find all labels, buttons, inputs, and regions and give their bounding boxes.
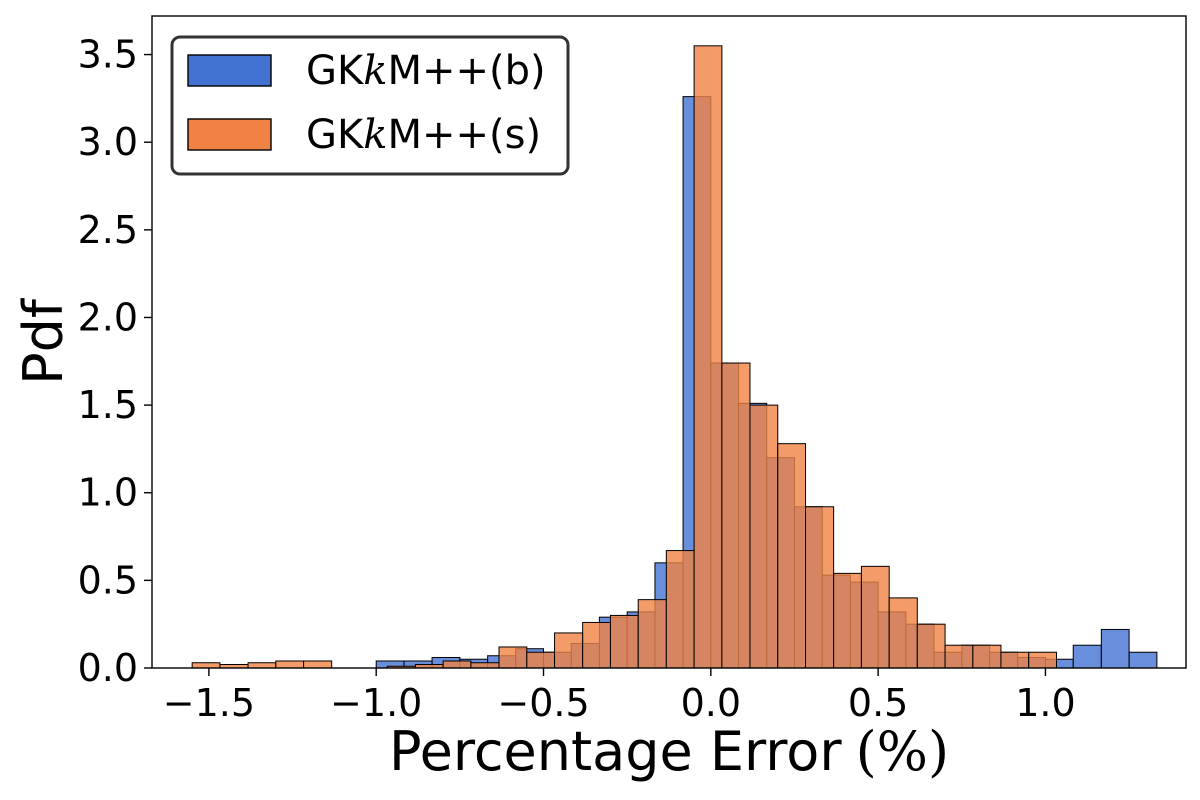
x-tick-label: −1.0: [330, 681, 422, 725]
histogram-bar: [665, 550, 695, 669]
histogram-bar: [526, 651, 556, 669]
y-axis-ticks: 0.0 0.5 1.0 1.5 2.0 2.5 3.0 3.5: [78, 33, 152, 690]
histogram-bar: [972, 644, 1002, 669]
histogram-bar: [637, 599, 667, 669]
bars-layer: [191, 45, 1158, 669]
y-tick-label: 1.5: [78, 383, 138, 427]
legend: GKkM++(b) GKkM++(s): [170, 35, 570, 176]
histogram-bar: [1072, 644, 1102, 669]
y-tick-label: 3.0: [78, 120, 138, 164]
histogram-bar: [554, 632, 584, 669]
histogram-bar: [944, 644, 974, 669]
histogram-bar: [749, 404, 779, 669]
plot-area-frame: [151, 15, 1187, 669]
y-tick-label: 2.5: [78, 208, 138, 252]
histogram-bar: [1028, 651, 1057, 669]
x-axis-ticks: −1.5 −1.0 −0.5 0.0 0.5 1.0: [163, 668, 1076, 725]
y-tick-label: 0.0: [78, 646, 138, 690]
series-s-bars: [191, 45, 1057, 669]
histogram-bar: [498, 646, 528, 669]
y-tick-label: 0.5: [78, 558, 138, 602]
histogram-bar: [275, 660, 305, 669]
histogram-bar: [303, 660, 333, 669]
histogram-bar: [609, 614, 639, 669]
histogram-bar: [442, 660, 472, 669]
histogram-bar: [721, 362, 751, 669]
histogram-bar: [693, 45, 723, 669]
legend-swatch-s: [187, 118, 272, 151]
x-tick-label: −1.5: [163, 681, 255, 725]
histogram-bar: [1100, 628, 1130, 669]
histogram-bar: [916, 623, 946, 669]
histogram-bar: [777, 443, 807, 669]
histogram-bar: [860, 565, 890, 669]
legend-label-s: GKkM++(s): [306, 112, 541, 158]
x-tick-label: 0.0: [681, 681, 741, 725]
x-tick-label: −0.5: [497, 681, 589, 725]
histogram-bar: [833, 572, 862, 669]
x-tick-label: 1.0: [1015, 681, 1075, 725]
legend-entry-s: GKkM++(s): [187, 112, 541, 158]
y-tick-label: 1.0: [78, 471, 138, 515]
y-tick-label: 3.5: [78, 33, 138, 77]
x-tick-label: 0.5: [848, 681, 908, 725]
legend-entry-b: GKkM++(b): [187, 48, 546, 94]
x-axis-label: Percentage Error (%): [389, 720, 949, 783]
legend-swatch-b: [187, 54, 272, 87]
y-axis-label: Pdf: [12, 297, 75, 385]
histogram-bar: [582, 621, 611, 669]
histogram-bar: [805, 506, 835, 669]
histogram-bar: [1128, 651, 1158, 669]
histogram-bar: [191, 662, 221, 669]
histogram-bar: [470, 662, 500, 669]
histogram-bar: [247, 662, 277, 669]
y-tick-label: 2.0: [78, 295, 138, 339]
legend-label-b: GKkM++(b): [306, 48, 546, 94]
histogram-bar: [888, 597, 918, 669]
histogram-bar: [1000, 651, 1030, 669]
